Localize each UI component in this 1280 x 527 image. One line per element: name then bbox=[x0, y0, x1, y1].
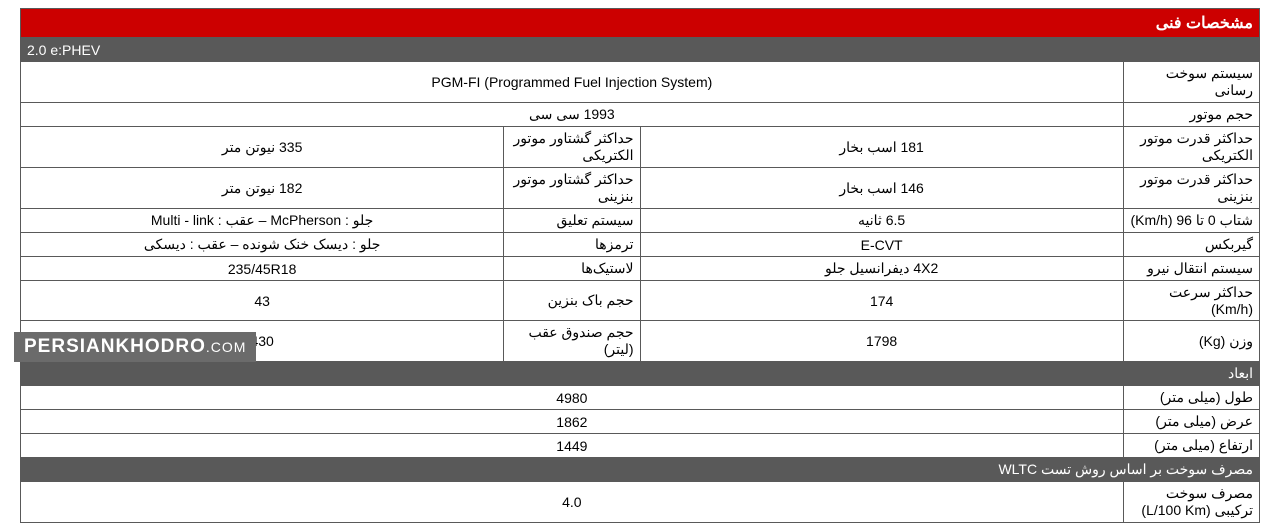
topspeed-value: 174 bbox=[640, 281, 1123, 321]
gearbox-label: گیربکس bbox=[1123, 233, 1259, 257]
gearbox-value: E-CVT bbox=[640, 233, 1123, 257]
weight-value: 1798 bbox=[640, 321, 1123, 362]
accel-label: شتاب 0 تا 96 (Km/h) bbox=[1123, 209, 1259, 233]
susp-value: جلو : McPherson – عقب : Multi - link bbox=[21, 209, 504, 233]
fuel-sys-value: PGM-FI (Programmed Fuel Injection System… bbox=[21, 62, 1124, 103]
etorque-value: 335 نیوتن متر bbox=[21, 127, 504, 168]
specs-table: مشخصات فنی 2.0 e:PHEV سیستم سوخت رسانی P… bbox=[20, 8, 1260, 523]
gpower-value: 146 اسب بخار bbox=[640, 168, 1123, 209]
weight-label: وزن (Kg) bbox=[1123, 321, 1259, 362]
disp-value: 1993 سی سی bbox=[21, 103, 1124, 127]
disp-label: حجم موتور bbox=[1123, 103, 1259, 127]
variant-blank bbox=[1123, 38, 1259, 62]
fuel-sys-label: سیستم سوخت رسانی bbox=[1123, 62, 1259, 103]
section-fuel-header: مصرف سوخت بر اساس روش تست WLTC bbox=[21, 458, 1260, 482]
hgt-value: 1449 bbox=[21, 434, 1124, 458]
wid-label: عرض (میلی متر) bbox=[1123, 410, 1259, 434]
tires-value: 235/45R18 bbox=[21, 257, 504, 281]
fuel-comb-value: 4.0 bbox=[21, 482, 1124, 523]
section-tech-header: مشخصات فنی bbox=[21, 9, 1260, 38]
hgt-label: ارتفاع (میلی متر) bbox=[1123, 434, 1259, 458]
tank-label: حجم باک بنزین bbox=[504, 281, 640, 321]
susp-label: سیستم تعلیق bbox=[504, 209, 640, 233]
tank-value: 43 bbox=[21, 281, 504, 321]
epower-value: 181 اسب بخار bbox=[640, 127, 1123, 168]
etorque-label: حداکثر گشتاور موتور الکتریکی bbox=[504, 127, 640, 168]
wid-value: 1862 bbox=[21, 410, 1124, 434]
watermark: PERSIANKHODRO.COM bbox=[14, 332, 256, 362]
len-label: طول (میلی متر) bbox=[1123, 386, 1259, 410]
fuel-comb-label: مصرف سوخت ترکیبی (L/100 Km) bbox=[1123, 482, 1259, 523]
trunk-label: حجم صندوق عقب (لیتر) bbox=[504, 321, 640, 362]
watermark-domain: .COM bbox=[206, 339, 247, 355]
gpower-label: حداکثر قدرت موتور بنزینی bbox=[1123, 168, 1259, 209]
watermark-main: PERSIANKHODRO bbox=[24, 336, 206, 357]
tires-label: لاستیک‌ها bbox=[504, 257, 640, 281]
gtorque-label: حداکثر گشتاور موتور بنزینی bbox=[504, 168, 640, 209]
drive-value: 4X2 دیفرانسیل جلو bbox=[640, 257, 1123, 281]
drive-label: سیستم انتقال نیرو bbox=[1123, 257, 1259, 281]
epower-label: حداکثر قدرت موتور الکتریکی bbox=[1123, 127, 1259, 168]
brakes-value: جلو : دیسک خنک شونده – عقب : دیسکی bbox=[21, 233, 504, 257]
len-value: 4980 bbox=[21, 386, 1124, 410]
gtorque-value: 182 نیوتن متر bbox=[21, 168, 504, 209]
topspeed-label: حداکثر سرعت (Km/h) bbox=[1123, 281, 1259, 321]
section-dim-header: ابعاد bbox=[21, 362, 1260, 386]
accel-value: 6.5 ثانیه bbox=[640, 209, 1123, 233]
variant-cell: 2.0 e:PHEV bbox=[21, 38, 1124, 62]
brakes-label: ترمزها bbox=[504, 233, 640, 257]
